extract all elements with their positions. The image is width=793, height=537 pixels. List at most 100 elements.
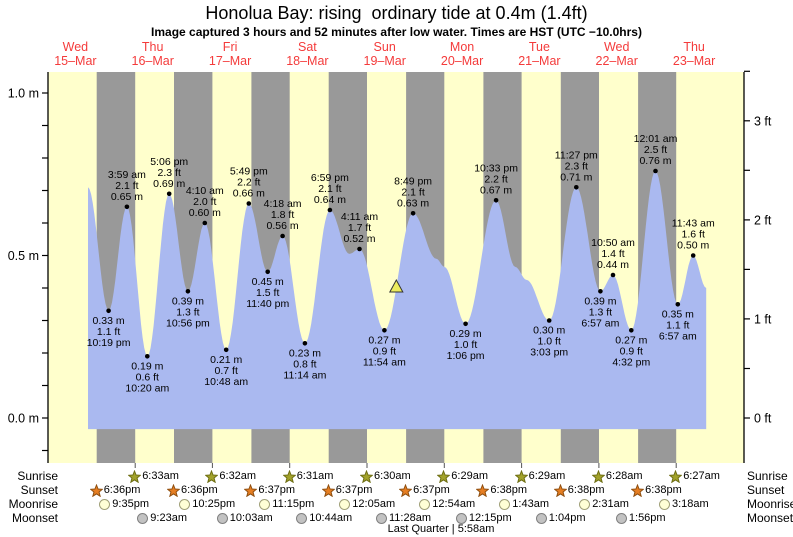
low-tide-annotation: 0.35 m 1.1 ft 6:57 am <box>659 308 697 342</box>
sunset-label-right: Sunset <box>747 483 785 497</box>
sunrise-time: 6:29am <box>451 470 488 482</box>
moonset-moon-icon <box>296 512 308 524</box>
moonset-time: 1:56pm <box>628 512 666 524</box>
moonrise-moon-icon <box>339 498 351 510</box>
moonset-moon-icon <box>535 512 547 524</box>
tide-extreme-dot <box>145 354 150 359</box>
sunset-time: 6:36pm <box>103 484 141 496</box>
tide-extreme-dot <box>463 321 468 327</box>
day-label-mon-20: Mon 20–Mar <box>440 40 484 68</box>
sunset-time: 6:38pm <box>567 484 605 496</box>
tide-extreme-dot <box>124 204 130 210</box>
tide-extreme-dot <box>302 341 308 346</box>
moonrise-event: 3:18am <box>659 497 709 511</box>
sunrise-time: 6:31am <box>296 470 334 482</box>
sunrise-event: 6:32am <box>205 469 256 483</box>
moonrise-event: 1:43am <box>499 497 549 511</box>
sunrise-star-icon <box>128 469 142 483</box>
moonset-time: 10:44am <box>309 512 353 524</box>
sunset-event: 6:36pm <box>167 483 218 497</box>
tide-extreme-dot <box>410 211 416 216</box>
day-label-fri-17: Fri 17–Mar <box>208 40 252 68</box>
sunset-star-icon <box>631 483 645 497</box>
sunrise-time: 6:29am <box>528 470 566 482</box>
sunrise-star-icon <box>514 469 528 483</box>
tide-extreme-dot <box>653 168 658 174</box>
sunrise-time: 6:30am <box>374 470 411 482</box>
sunset-star-icon <box>476 483 490 497</box>
sunrise-time: 6:27am <box>683 470 720 482</box>
moonrise-moon-icon <box>659 498 670 510</box>
sunset-event: 6:38pm <box>553 483 605 497</box>
moonrise-moon-icon <box>259 498 271 510</box>
tide-extreme-dot <box>598 289 603 294</box>
sunset-label-left: Sunset <box>20 483 58 497</box>
sunset-star-icon <box>399 483 413 497</box>
left-axis-label: 0.5 m <box>8 249 39 263</box>
sunset-time: 6:37pm <box>335 484 373 496</box>
tide-extreme-dot <box>493 198 499 203</box>
high-tide-annotation: 10:33 pm 2.2 ft 0.67 m <box>474 162 518 196</box>
low-tide-annotation: 0.45 m 1.5 ft 11:40 pm <box>246 276 289 310</box>
high-tide-annotation: 8:49 pm 2.1 ft 0.63 m <box>394 175 432 209</box>
tide-extreme-dot <box>246 201 252 206</box>
high-tide-annotation: 11:43 am 1.6 ft 0.50 m <box>672 218 715 252</box>
sunset-event: 6:38pm <box>631 483 682 497</box>
sunset-time: 6:38pm <box>645 484 682 496</box>
tide-extreme-dot <box>574 185 579 190</box>
moonset-event: 1:56pm <box>615 511 666 525</box>
moonset-event: 1:04pm <box>535 511 586 525</box>
tide-area <box>88 171 707 430</box>
tide-extreme-dot <box>185 289 191 294</box>
sunrise-event: 6:33am <box>128 469 179 483</box>
high-tide-annotation: 3:59 am 2.1 ft 0.65 m <box>108 169 146 203</box>
sunrise-time: 6:33am <box>142 470 179 482</box>
moonset-row: Moonset Moonset 9:23am 10:03am 10:44am 11:2… <box>0 511 793 525</box>
sunrise-star-icon <box>360 469 373 483</box>
sunset-star-icon <box>167 483 180 497</box>
moonrise-event: 12:05am <box>339 497 395 511</box>
moonrise-time: 12:54am <box>432 498 476 510</box>
tide-extreme-dot <box>610 272 616 278</box>
low-tide-annotation: 0.23 m 0.8 ft 11:14 am <box>283 347 326 381</box>
sunrise-time: 6:32am <box>219 470 257 482</box>
current-tide-marker-icon <box>388 278 404 293</box>
right-axis-label: 2 ft <box>754 213 772 227</box>
sunrise-time: 6:28am <box>605 470 643 482</box>
day-label-tue-21: Tue 21–Mar <box>518 40 561 68</box>
tide-extreme-dot <box>382 328 387 333</box>
sunset-star-icon <box>553 483 567 497</box>
low-tide-annotation: 0.29 m 1.0 ft 1:06 pm <box>447 328 485 362</box>
moonset-event: 10:03am <box>216 511 273 525</box>
sunrise-event: 6:27am <box>669 469 720 483</box>
moonrise-label-left: Moonrise <box>8 497 58 511</box>
sunrise-row: Sunrise Sunrise 6:33am 6:32am 6:31am 6:30am… <box>0 469 793 483</box>
moonset-time: 11:28am <box>389 512 431 524</box>
moonrise-row: Moonrise Moonrise 9:35pm 10:25pm 11:15pm 12… <box>0 497 793 511</box>
moon-phase-label: Last Quarter | 5:58am <box>387 523 495 535</box>
moonset-moon-icon <box>137 512 149 524</box>
tide-extreme-dot <box>327 207 333 213</box>
moonset-label-left: Moonset <box>11 511 58 525</box>
sunrise-star-icon <box>205 469 219 483</box>
left-axis-label: 0.0 m <box>8 412 39 426</box>
high-tide-annotation: 11:27 pm 2.3 ft 0.71 m <box>555 149 598 183</box>
day-label-sun-19: Sun 19–Mar <box>363 40 406 68</box>
high-tide-annotation: 4:10 am 2.0 ft 0.60 m <box>186 185 224 219</box>
moonset-event: 10:44am <box>296 511 352 525</box>
sunset-star-icon <box>321 483 335 497</box>
sunrise-star-icon <box>591 469 605 483</box>
low-tide-annotation: 0.39 m 1.3 ft 10:56 pm <box>166 295 210 329</box>
low-tide-annotation: 0.19 m 0.6 ft 10:20 am <box>125 360 169 394</box>
chart-title: Honolua Bay: rising ordinary tide at 0.4… <box>205 3 588 23</box>
moonset-time: 9:23am <box>150 512 187 524</box>
sunrise-event: 6:28am <box>591 469 643 483</box>
moonset-moon-icon <box>376 512 387 524</box>
sunset-star-icon <box>89 483 103 497</box>
sunrise-star-icon <box>669 469 683 483</box>
sunset-event: 6:38pm <box>476 483 527 497</box>
moonset-time: 12:15pm <box>468 512 512 524</box>
moonrise-event: 10:25pm <box>179 497 235 511</box>
sunset-event: 6:37pm <box>321 483 373 497</box>
